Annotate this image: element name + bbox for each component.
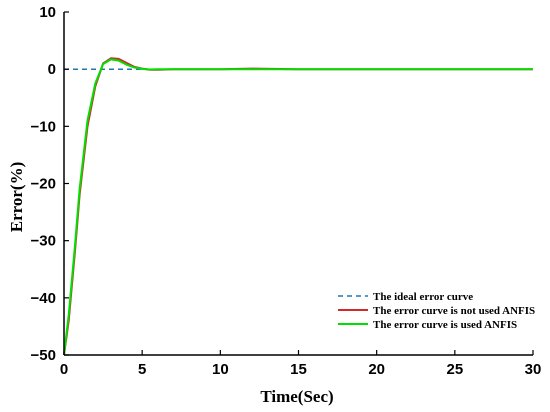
series-layer [63,57,533,356]
axes-layer [63,12,533,356]
legend-label-2: The error curve is not used ANFIS [373,305,535,317]
y-tick-label: −20 [31,176,56,193]
y-tick-label: −50 [31,347,56,364]
x-tick-label: 15 [290,361,307,378]
legend-label-1: The ideal error curve [373,291,473,303]
x-tick-label: 5 [138,361,146,378]
series-line-3 [63,58,533,356]
legend-label-3: The error curve is used ANFIS [373,319,517,331]
y-tick-label: −30 [31,233,56,250]
y-tick-label: 0 [48,61,56,78]
y-tick-label: −10 [31,118,56,135]
y-tick-label: −40 [31,290,56,307]
x-tick-label: 25 [446,361,463,378]
y-tick-label: 10 [39,4,56,21]
x-tick-label: 10 [212,361,229,378]
ticks-layer: 0 5 10 15 20 25 30 −50 −40 −30 −20 −10 0 10 [31,4,542,378]
x-axis-title: Time(Sec) [260,387,333,406]
x-tick-label: 30 [525,361,542,378]
x-tick-label: 20 [368,361,385,378]
y-axis-title: Error(%) [7,162,26,233]
legend: The ideal error curve The error curve is … [338,291,535,331]
x-tick-label: 0 [60,361,68,378]
